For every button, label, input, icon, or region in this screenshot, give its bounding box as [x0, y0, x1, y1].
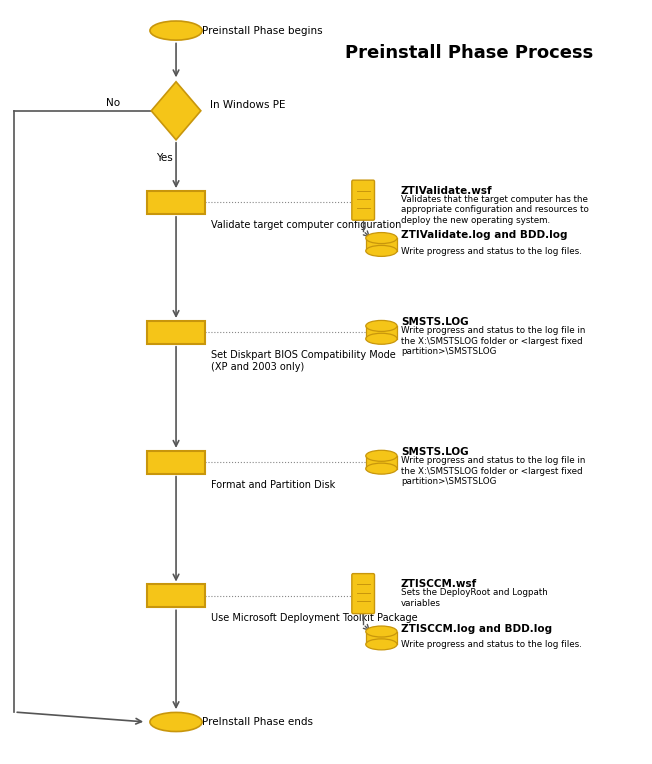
Polygon shape: [151, 82, 201, 140]
Text: Write progress and status to the log files.: Write progress and status to the log fil…: [401, 640, 582, 649]
Bar: [366, 456, 397, 468]
FancyBboxPatch shape: [352, 180, 374, 220]
Bar: [366, 326, 397, 338]
FancyBboxPatch shape: [352, 574, 374, 613]
Ellipse shape: [366, 450, 397, 461]
Text: Use Microsoft Deployment Toolkit Package: Use Microsoft Deployment Toolkit Package: [211, 613, 417, 623]
Text: Format and Partition Disk: Format and Partition Disk: [211, 480, 335, 490]
Text: ZTIValidate.log and BDD.log: ZTIValidate.log and BDD.log: [401, 230, 567, 241]
Text: ZTISCCM.log and BDD.log: ZTISCCM.log and BDD.log: [401, 623, 552, 634]
Text: Preinstall Phase begins: Preinstall Phase begins: [202, 25, 323, 36]
Bar: [366, 632, 397, 644]
Text: Preinstall Phase Process: Preinstall Phase Process: [346, 44, 593, 63]
FancyBboxPatch shape: [147, 584, 205, 607]
Text: Validates that the target computer has the
appropriate configuration and resourc: Validates that the target computer has t…: [401, 195, 589, 225]
Text: SMSTS.LOG: SMSTS.LOG: [401, 447, 469, 457]
Text: Sets the DeployRoot and Logpath
variables: Sets the DeployRoot and Logpath variable…: [401, 588, 548, 607]
Ellipse shape: [366, 232, 397, 244]
Text: Validate target computer configuration: Validate target computer configuration: [211, 220, 401, 230]
Ellipse shape: [366, 333, 397, 345]
Text: ZTISCCM.wsf: ZTISCCM.wsf: [401, 579, 477, 589]
Text: Write progress and status to the log files.: Write progress and status to the log fil…: [401, 247, 582, 256]
Text: ZTIValidate.wsf: ZTIValidate.wsf: [401, 186, 493, 196]
Ellipse shape: [366, 626, 397, 637]
Text: PreInstall Phase ends: PreInstall Phase ends: [202, 717, 313, 727]
Ellipse shape: [150, 21, 202, 40]
Bar: [366, 238, 397, 251]
Text: In Windows PE: In Windows PE: [210, 99, 286, 110]
Text: Write progress and status to the log file in
the X:\SMSTSLOG folder or <largest : Write progress and status to the log fil…: [401, 326, 585, 356]
Text: Yes: Yes: [156, 153, 173, 163]
Text: Write progress and status to the log file in
the X:\SMSTSLOG folder or <largest : Write progress and status to the log fil…: [401, 456, 585, 486]
Ellipse shape: [366, 320, 397, 332]
FancyBboxPatch shape: [147, 191, 205, 214]
Ellipse shape: [366, 639, 397, 650]
Ellipse shape: [366, 245, 397, 257]
Ellipse shape: [366, 463, 397, 474]
FancyBboxPatch shape: [147, 451, 205, 474]
FancyBboxPatch shape: [147, 321, 205, 344]
Text: No: No: [106, 98, 121, 108]
Ellipse shape: [150, 712, 202, 732]
Text: SMSTS.LOG: SMSTS.LOG: [401, 317, 469, 327]
Text: Set Diskpart BIOS Compatibility Mode
(XP and 2003 only): Set Diskpart BIOS Compatibility Mode (XP…: [211, 350, 395, 371]
